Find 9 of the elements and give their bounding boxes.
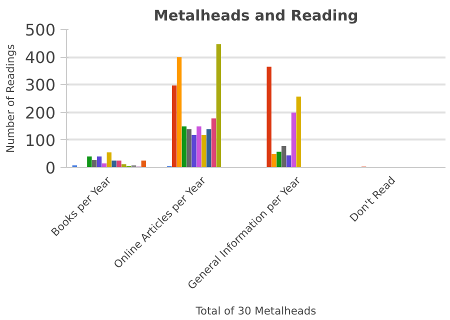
- y-tick-label: 100: [24, 130, 56, 150]
- x-axis-title: Total of 30 Metalheads: [194, 304, 317, 318]
- y-axis-title: Number of Readings: [4, 44, 17, 153]
- y-tick-label: 300: [24, 76, 56, 95]
- chart-title: Metalheads and Reading: [154, 8, 358, 24]
- y-tick-label: 0: [45, 158, 56, 178]
- y-tick-label: 500: [24, 20, 56, 40]
- y-tick-label: 200: [24, 103, 56, 122]
- y-tick-label: 400: [24, 48, 56, 68]
